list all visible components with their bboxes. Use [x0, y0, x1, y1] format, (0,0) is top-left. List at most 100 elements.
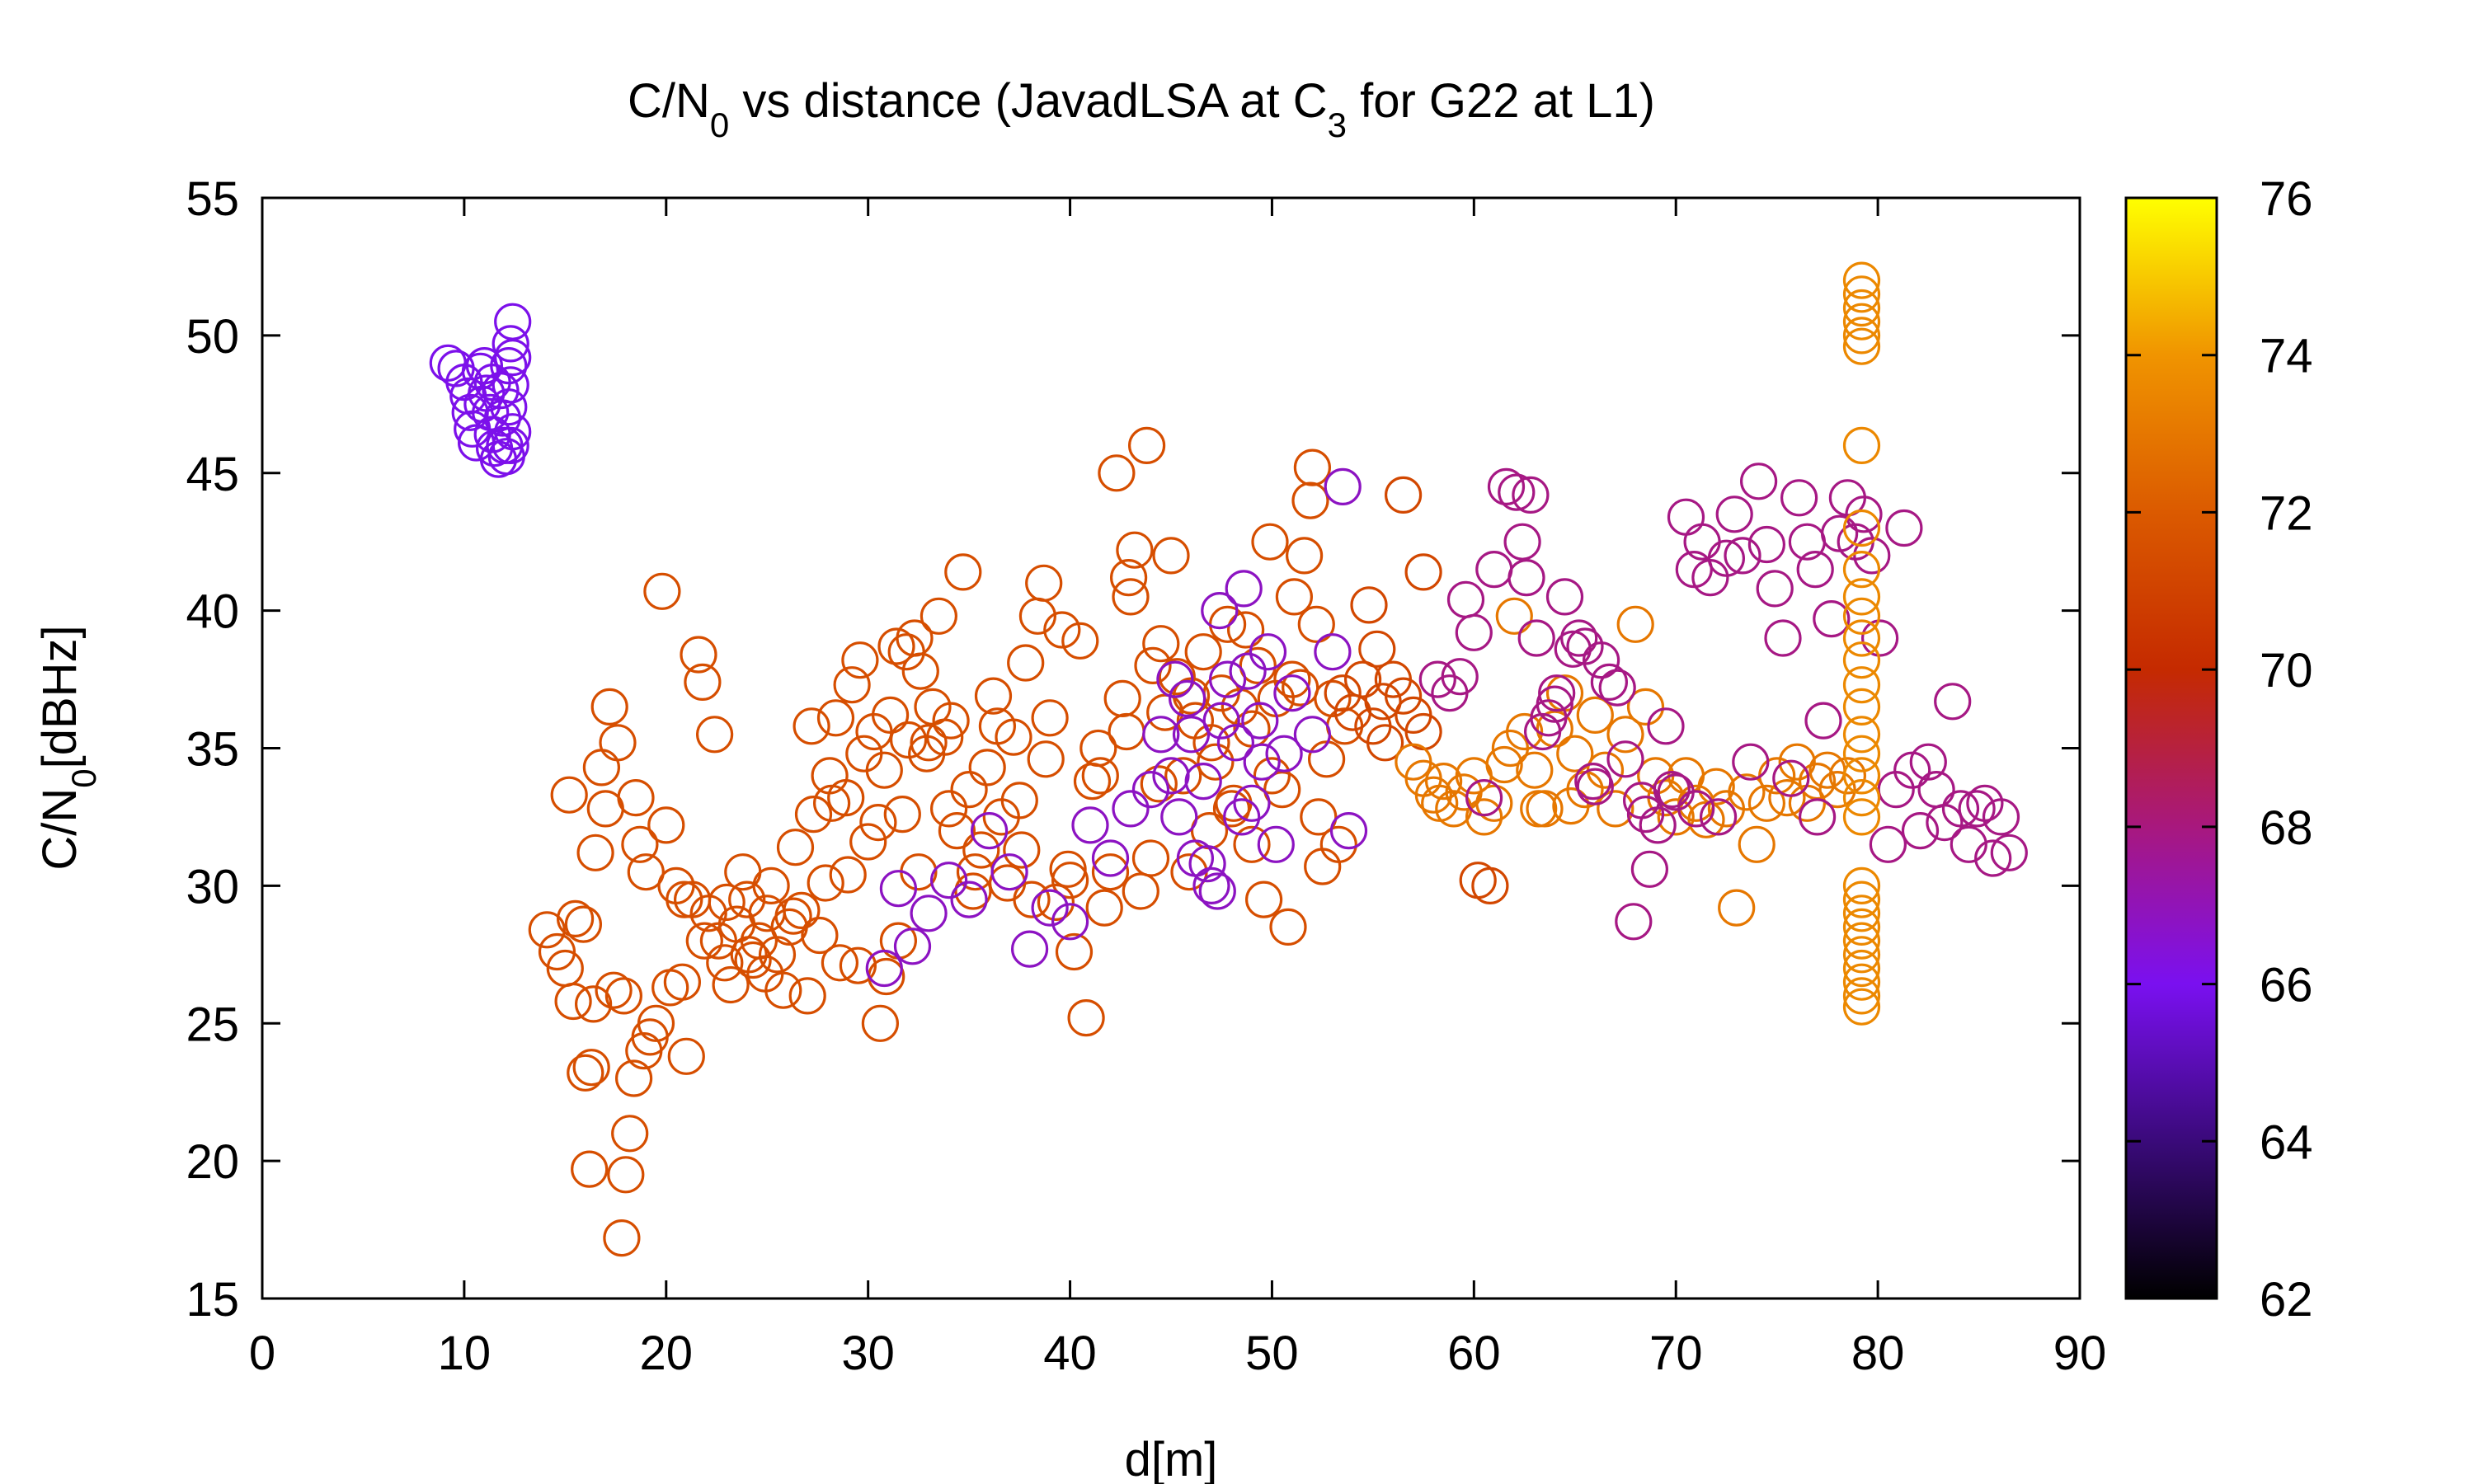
data-point [607, 1156, 645, 1194]
data-point [1958, 790, 1996, 828]
data-point [978, 707, 1017, 745]
data-point [647, 806, 685, 844]
data-point [1842, 778, 1881, 817]
data-point [556, 899, 595, 938]
colorbar-tick-label: 64 [2260, 1115, 2313, 1169]
data-point [708, 883, 745, 922]
data-point [1293, 716, 1332, 754]
data-point [812, 784, 851, 822]
data-point [1667, 498, 1705, 536]
data-point [1495, 597, 1533, 635]
data-point [1538, 674, 1576, 712]
data-point [1512, 476, 1550, 514]
data-point [1842, 949, 1881, 988]
data-point [1842, 597, 1881, 635]
data-point [614, 1059, 653, 1097]
data-point [1243, 743, 1281, 781]
data-point [1485, 745, 1523, 784]
data-point [990, 853, 1028, 891]
data-point [1216, 724, 1255, 762]
data-point [764, 971, 802, 1009]
data-point [1202, 702, 1240, 740]
data-point [1842, 866, 1881, 905]
data-point [1804, 702, 1842, 740]
data-point [667, 1037, 705, 1075]
data-point [1677, 790, 1715, 828]
y-tick-label: 55 [186, 172, 239, 226]
data-point [1421, 784, 1459, 822]
data-point [1545, 674, 1584, 712]
data-point [1142, 625, 1180, 663]
data-point [1198, 872, 1236, 910]
data-point [1071, 806, 1109, 844]
data-point [637, 1004, 675, 1042]
colorbar-tick-label: 68 [2260, 801, 2313, 855]
data-point [859, 803, 897, 842]
data-point [748, 895, 786, 932]
data-point [752, 866, 790, 905]
y-tick-label: 50 [186, 310, 239, 364]
data-point [1269, 908, 1307, 946]
data-point [1358, 630, 1396, 668]
data-point [1108, 712, 1145, 751]
data-point [1626, 688, 1665, 726]
data-point [1142, 716, 1180, 754]
colorbar-gradient [2126, 198, 2217, 1298]
data-point [793, 707, 830, 745]
data-point [1764, 619, 1802, 657]
data-point [901, 652, 939, 690]
data-point [1697, 768, 1735, 805]
y-tick-label: 20 [186, 1135, 239, 1189]
data-point [1249, 633, 1287, 671]
x-tick-label: 60 [1447, 1327, 1501, 1380]
data-point [1265, 735, 1303, 773]
data-point [576, 834, 614, 871]
y-tick-label: 25 [186, 998, 239, 1051]
data-point [1404, 553, 1442, 591]
data-point [611, 1115, 649, 1153]
data-point [1043, 611, 1081, 649]
data-point [774, 897, 812, 935]
data-point [1813, 599, 1851, 638]
data-point [865, 949, 903, 988]
data-point [1616, 605, 1654, 643]
data-point [1842, 757, 1881, 795]
data-point [680, 636, 717, 674]
data-point [1112, 790, 1150, 828]
x-axis: 0 10 20 30 40 50 60 70 80 90 [249, 198, 2106, 1380]
data-point [1471, 866, 1509, 905]
data-point [1225, 570, 1263, 608]
y-axis-label: C/N0[dBHz] [33, 625, 103, 870]
data-point [461, 352, 500, 390]
data-point [1158, 658, 1196, 696]
data-point [1007, 644, 1045, 682]
data-point [1615, 903, 1653, 941]
data-point [1560, 619, 1598, 657]
data-point [604, 977, 643, 1015]
data-point [1842, 666, 1881, 704]
data-point [603, 1219, 641, 1257]
data-point [1127, 426, 1166, 465]
data-point [1049, 850, 1087, 888]
data-point [833, 666, 871, 704]
data-point [938, 811, 976, 850]
data-point [970, 811, 1009, 850]
data-point [1768, 778, 1806, 817]
data-point [1031, 699, 1069, 737]
data-point [1085, 889, 1123, 927]
data-point [1168, 679, 1206, 718]
data-point [1291, 481, 1329, 519]
data-point [1184, 633, 1222, 671]
data-point [492, 366, 529, 404]
data-point [877, 627, 915, 665]
x-tick-label: 10 [438, 1327, 492, 1380]
data-point [1842, 619, 1881, 657]
data-point [1818, 770, 1856, 809]
data-point [1842, 977, 1881, 1015]
data-point [1576, 768, 1614, 805]
data-point [1842, 881, 1881, 918]
x-tick-label: 50 [1245, 1327, 1299, 1380]
data-point [1828, 757, 1866, 795]
data-point [1201, 591, 1239, 630]
